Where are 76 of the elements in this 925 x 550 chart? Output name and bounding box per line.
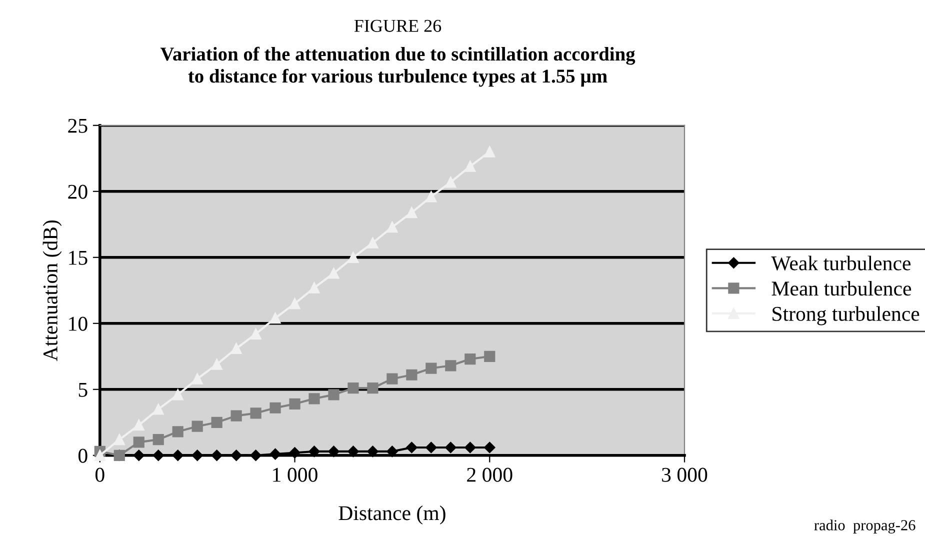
point — [308, 282, 320, 294]
point — [230, 450, 242, 462]
point — [426, 362, 437, 374]
point — [230, 410, 242, 422]
point — [211, 358, 222, 370]
y-tick-label: 25 — [68, 118, 88, 133]
y-tick-label: 20 — [68, 184, 88, 199]
legend-label: Mean turbulence — [772, 280, 912, 296]
x-tick-label: 1 000 — [273, 468, 318, 482]
point — [308, 393, 320, 404]
point — [464, 160, 476, 172]
point — [445, 360, 456, 372]
point — [464, 442, 476, 454]
point — [386, 446, 398, 458]
point — [484, 146, 496, 158]
point — [133, 450, 144, 462]
text: radio propag-26 — [814, 520, 916, 534]
point — [386, 373, 398, 384]
point — [386, 221, 398, 233]
point — [114, 434, 125, 446]
point — [152, 450, 164, 462]
point — [426, 191, 437, 202]
point — [328, 389, 340, 400]
point — [211, 416, 222, 428]
point — [172, 426, 184, 438]
point — [367, 446, 378, 458]
legend-label: Strong turbulence — [772, 306, 920, 326]
point — [484, 350, 496, 362]
y-tick-label: 15 — [69, 250, 88, 265]
point — [367, 237, 378, 248]
x-tick-label: 0 — [95, 468, 104, 482]
point — [250, 328, 262, 340]
point — [308, 446, 320, 458]
point — [172, 389, 184, 400]
legend-label: Weak turbulence — [771, 256, 911, 270]
point — [406, 442, 418, 454]
point — [250, 408, 262, 419]
point — [172, 450, 184, 462]
point — [445, 442, 456, 454]
point — [289, 298, 300, 310]
point — [133, 436, 144, 448]
point — [270, 312, 281, 324]
x-axis-title: Distance (m) — [338, 506, 446, 524]
y-tick-label: 5 — [78, 382, 88, 397]
point — [484, 442, 496, 454]
point — [348, 446, 359, 458]
point — [367, 382, 378, 394]
point — [152, 404, 164, 415]
point — [192, 420, 203, 432]
x-tick-label: 2 000 — [467, 468, 512, 482]
point — [211, 450, 222, 462]
point — [192, 373, 203, 384]
point — [445, 176, 456, 188]
point — [348, 382, 359, 394]
point — [133, 419, 144, 431]
point — [152, 434, 164, 446]
point — [270, 402, 281, 414]
point — [230, 342, 242, 354]
point — [270, 448, 281, 460]
y-tick-label: 10 — [69, 316, 88, 331]
point — [289, 398, 300, 410]
point — [250, 450, 262, 462]
point — [192, 450, 203, 462]
point — [464, 353, 476, 365]
y-tick-label: 0 — [78, 448, 88, 463]
x-tick-label: 3 000 — [662, 468, 708, 482]
point — [328, 446, 340, 458]
point — [289, 447, 300, 458]
y-axis-title: Attenuation (dB) — [42, 220, 62, 362]
point — [348, 252, 359, 263]
chart-subtitle: FIGURE 26 — [354, 20, 442, 32]
point — [426, 442, 437, 454]
chart-title: Variation of the attenuation due to scintillation according to distance for various turbulence types at 1.55 µm — [160, 46, 636, 87]
point — [328, 268, 340, 279]
point — [406, 206, 418, 218]
point — [406, 369, 418, 380]
